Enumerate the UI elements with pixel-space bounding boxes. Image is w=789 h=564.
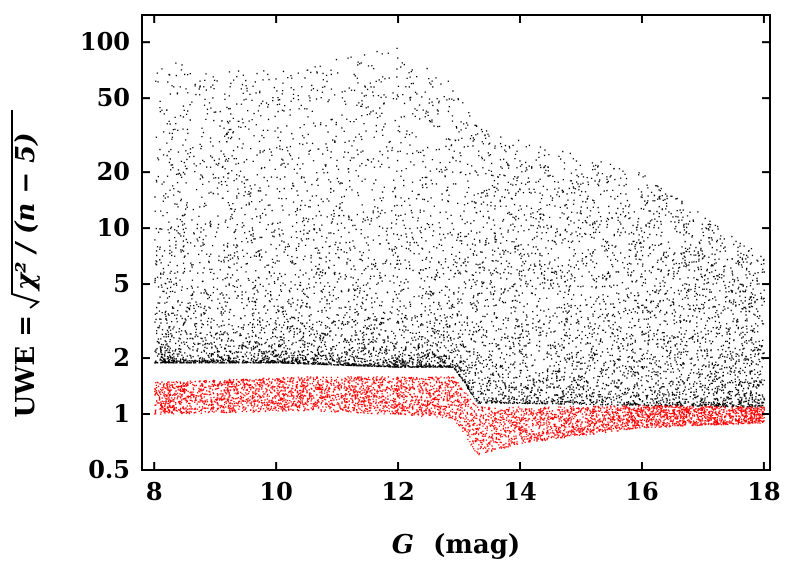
x-axis-unit: (mag) xyxy=(433,530,520,560)
y-axis-label: UWE = χ² / (n − 5) xyxy=(11,110,41,418)
series-1-scatter xyxy=(154,47,766,408)
x-tick-label: 10 xyxy=(259,477,292,506)
y-tick-label: 0.5 xyxy=(88,455,130,484)
y-tick-label: 1 xyxy=(113,399,130,428)
plot-frame xyxy=(141,14,771,471)
y-tick-label: 20 xyxy=(97,157,130,186)
x-tick-label: 12 xyxy=(381,477,414,506)
x-tick-label: 18 xyxy=(747,477,780,506)
y-tick-label: 100 xyxy=(80,27,130,56)
x-tick-label: 8 xyxy=(146,477,163,506)
y-tick-label: 2 xyxy=(113,343,130,372)
x-axis-label: G (mag) xyxy=(392,530,520,560)
y-tick-label: 10 xyxy=(97,213,130,242)
x-tick-label: 14 xyxy=(503,477,536,506)
y-axis-label-expression: χ² / (n − 5) xyxy=(11,132,41,292)
series-1-points xyxy=(154,47,766,408)
series-2-points xyxy=(154,376,765,456)
x-tick-label: 16 xyxy=(625,477,658,506)
series-2-scatter xyxy=(154,376,765,456)
y-tick-label: 50 xyxy=(97,83,130,112)
x-axis-variable: G xyxy=(392,530,414,560)
y-axis-label-prefix: UWE = xyxy=(11,315,41,418)
points-layer xyxy=(154,47,766,456)
y-tick-label: 5 xyxy=(113,269,130,298)
sqrt-sign xyxy=(11,110,41,309)
